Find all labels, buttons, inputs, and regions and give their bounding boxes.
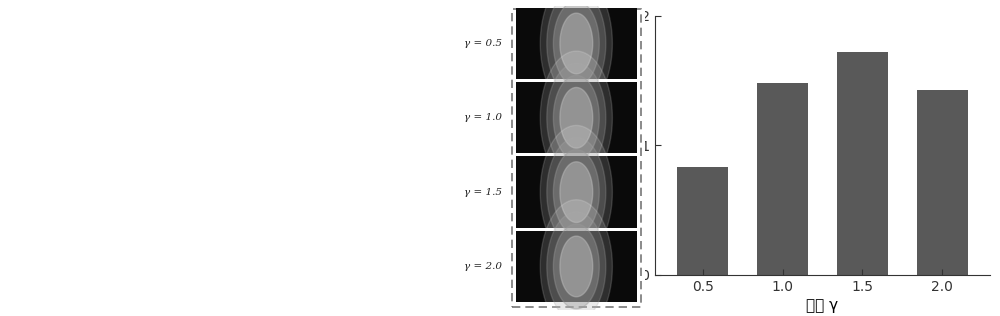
Text: γ = 1.5: γ = 1.5	[464, 188, 502, 197]
Polygon shape	[560, 162, 593, 222]
Polygon shape	[547, 63, 606, 173]
Polygon shape	[560, 236, 593, 297]
Polygon shape	[560, 13, 593, 74]
Bar	[516, 82, 637, 154]
Y-axis label: 焙値: 焙値	[607, 136, 622, 155]
Bar	[516, 156, 637, 228]
Bar	[516, 8, 637, 79]
Polygon shape	[540, 200, 612, 316]
Polygon shape	[540, 125, 612, 259]
Polygon shape	[553, 75, 599, 160]
X-axis label: 参数 γ: 参数 γ	[806, 298, 839, 313]
Polygon shape	[553, 150, 599, 234]
Bar	[917, 90, 968, 316]
Polygon shape	[553, 224, 599, 309]
Polygon shape	[540, 0, 612, 110]
Polygon shape	[553, 1, 599, 86]
Bar	[837, 52, 888, 316]
Polygon shape	[547, 137, 606, 247]
Bar	[677, 167, 728, 316]
Text: γ = 2.0: γ = 2.0	[464, 262, 502, 271]
Text: γ = 1.0: γ = 1.0	[464, 113, 502, 122]
Bar	[757, 83, 808, 316]
Bar	[512, 9, 641, 307]
Polygon shape	[547, 0, 606, 98]
Polygon shape	[540, 51, 612, 185]
Polygon shape	[560, 88, 593, 148]
Polygon shape	[547, 212, 606, 316]
Text: γ = 0.5: γ = 0.5	[464, 39, 502, 48]
Bar	[516, 231, 637, 302]
